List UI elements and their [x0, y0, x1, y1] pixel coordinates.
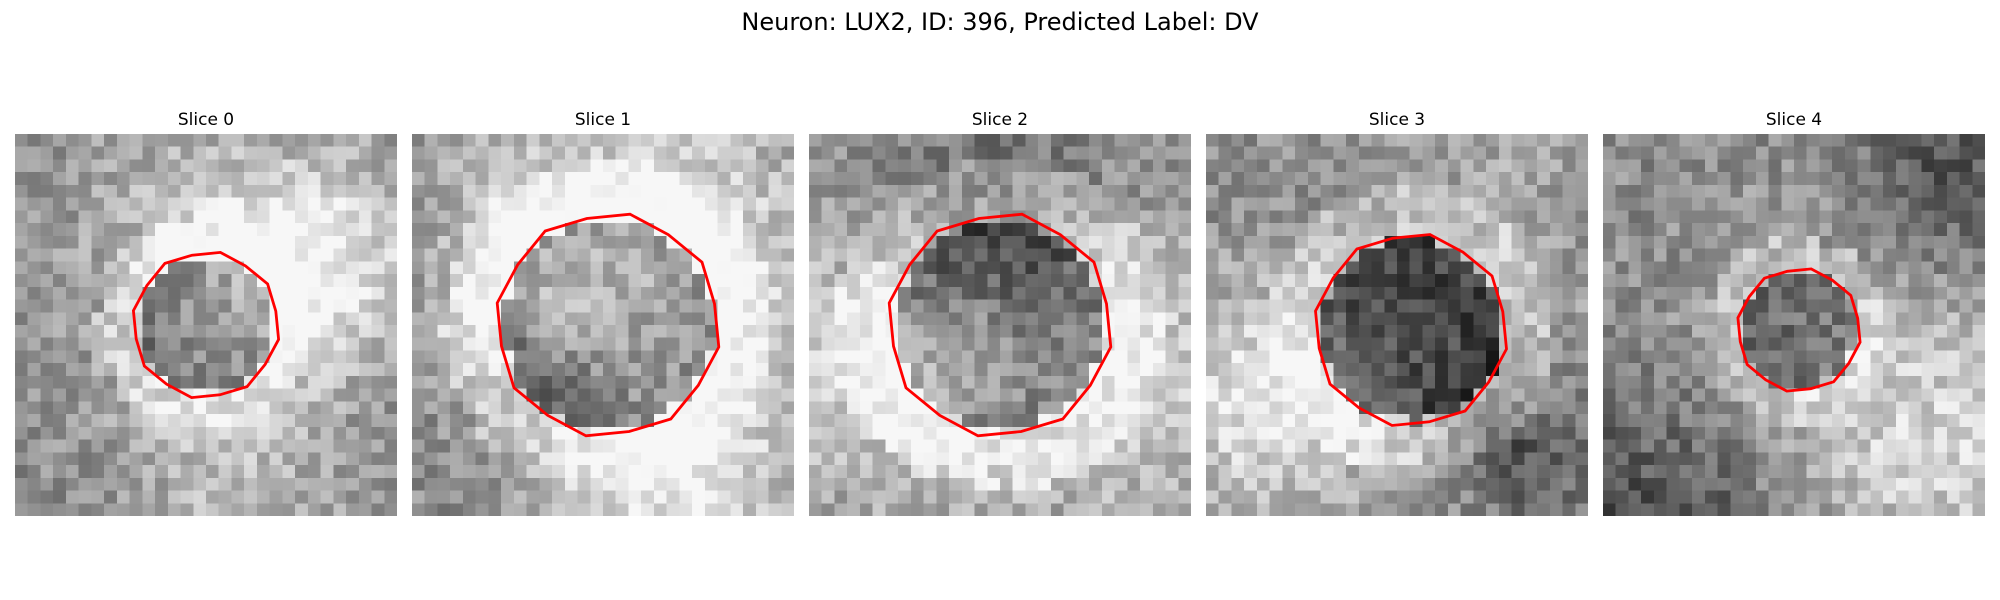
- slice-image-2: [809, 134, 1191, 516]
- roi-outline-1: [495, 212, 721, 438]
- slice-title-2: Slice 2: [971, 110, 1029, 130]
- roi-outline-3: [1314, 233, 1508, 427]
- slice-title-0: Slice 0: [177, 110, 235, 130]
- slice-image-3: [1206, 134, 1588, 516]
- slice-panel-3: Slice 3: [1206, 108, 1588, 520]
- slice-image-1: [412, 134, 794, 516]
- roi-outline-4: [1736, 267, 1862, 393]
- slice-panel-4: Slice 4: [1603, 108, 1985, 520]
- slice-title-4: Slice 4: [1765, 110, 1823, 130]
- slice-panel-1: Slice 1: [412, 108, 794, 520]
- roi-outline-0: [131, 250, 281, 400]
- slice-panel-2: Slice 2: [809, 108, 1191, 520]
- figure-title: Neuron: LUX2, ID: 396, Predicted Label: …: [741, 8, 1259, 36]
- roi-outline-2: [887, 212, 1113, 438]
- slice-image-4: [1603, 134, 1985, 516]
- slice-title-3: Slice 3: [1368, 110, 1426, 130]
- slice-image-0: [15, 134, 397, 516]
- slice-panel-0: Slice 0: [15, 108, 397, 520]
- slice-title-1: Slice 1: [574, 110, 632, 130]
